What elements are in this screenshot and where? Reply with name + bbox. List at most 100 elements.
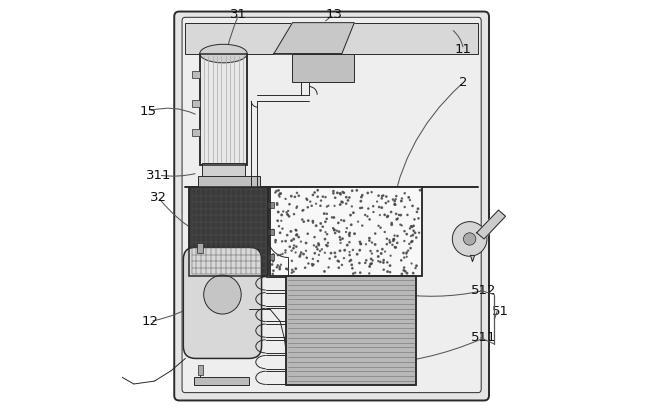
Point (364, 235, 375, 241)
Point (361, 241, 371, 248)
Point (289, 242, 299, 249)
Circle shape (453, 222, 487, 256)
Point (360, 260, 371, 266)
Point (291, 227, 301, 234)
Point (310, 250, 320, 257)
Bar (189, 187, 268, 276)
Point (291, 205, 302, 211)
Point (274, 264, 285, 270)
Point (280, 238, 291, 244)
Point (341, 200, 352, 207)
Text: 32: 32 (150, 191, 167, 204)
Bar (268, 202, 274, 208)
Point (322, 203, 332, 210)
Point (291, 190, 302, 196)
Point (309, 242, 319, 249)
Point (337, 199, 348, 206)
Point (391, 193, 402, 199)
Text: 311: 311 (146, 169, 172, 182)
Point (291, 243, 301, 250)
Point (379, 211, 390, 218)
Point (328, 190, 339, 197)
Point (303, 230, 313, 237)
Point (379, 229, 390, 235)
Point (389, 201, 400, 208)
Point (286, 193, 297, 199)
Point (307, 262, 318, 269)
Point (385, 269, 396, 276)
Point (321, 242, 331, 248)
Point (406, 223, 417, 229)
Point (348, 247, 358, 253)
Point (274, 193, 285, 200)
Point (309, 234, 320, 241)
Point (341, 229, 351, 235)
Point (320, 236, 330, 242)
Point (366, 189, 377, 195)
Point (335, 201, 345, 208)
Point (379, 257, 389, 263)
Point (301, 248, 311, 254)
Point (403, 194, 414, 201)
Point (384, 239, 395, 246)
Point (322, 215, 332, 222)
Point (377, 204, 387, 211)
Point (376, 250, 386, 257)
Point (352, 251, 362, 258)
Point (364, 263, 375, 270)
Point (307, 261, 318, 267)
Point (329, 226, 339, 233)
Point (290, 249, 301, 256)
Point (348, 270, 358, 277)
Point (355, 239, 365, 245)
Point (324, 255, 335, 262)
Point (284, 201, 295, 208)
Bar (198, 176, 259, 187)
Point (299, 218, 309, 225)
Point (384, 237, 395, 243)
Point (302, 197, 312, 203)
Point (355, 205, 365, 211)
Point (296, 249, 307, 256)
Point (315, 248, 326, 254)
Point (330, 253, 341, 260)
Bar (286, 276, 416, 385)
Point (399, 254, 409, 261)
Point (357, 204, 367, 211)
Point (295, 253, 305, 260)
Point (343, 197, 353, 204)
Bar (202, 163, 245, 181)
Point (335, 190, 345, 197)
Point (277, 250, 288, 257)
Point (277, 225, 288, 232)
Point (345, 252, 355, 258)
Point (380, 248, 390, 255)
Point (301, 195, 312, 202)
Point (365, 248, 376, 254)
Point (413, 215, 424, 222)
Point (355, 269, 365, 276)
Point (353, 218, 364, 225)
Point (396, 257, 407, 264)
Point (394, 212, 404, 218)
Point (280, 249, 291, 256)
Point (268, 251, 278, 258)
Point (365, 261, 376, 267)
Point (368, 209, 379, 215)
Point (345, 258, 355, 265)
Point (395, 221, 405, 228)
Point (314, 242, 324, 248)
Point (381, 200, 391, 206)
Point (290, 227, 301, 233)
Point (282, 211, 293, 218)
FancyBboxPatch shape (183, 247, 261, 358)
Point (316, 220, 326, 227)
Point (278, 208, 288, 215)
Point (308, 218, 318, 225)
Point (405, 225, 415, 232)
Point (375, 212, 385, 218)
Text: 51: 51 (492, 304, 509, 318)
Point (312, 193, 323, 200)
Text: 511: 511 (472, 331, 496, 344)
Point (286, 237, 297, 244)
